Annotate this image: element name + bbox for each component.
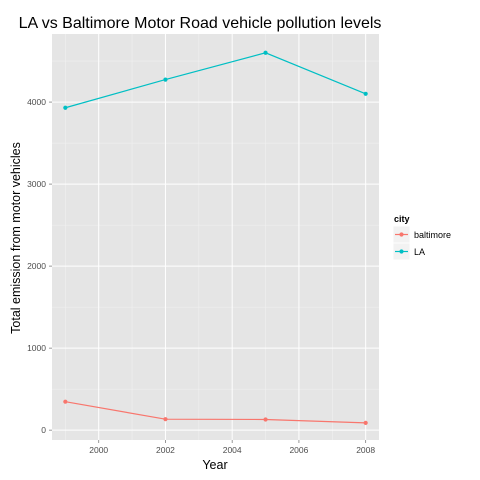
x-tick-label: 2004: [223, 445, 242, 455]
legend-key-point-la: [399, 249, 404, 254]
series-line-la: [65, 52, 366, 109]
y-axis-label: Total emission from motor vehicles: [9, 142, 23, 334]
legend-items: baltimore LA: [392, 225, 451, 261]
series-layer: [63, 50, 368, 425]
legend-label-la: LA: [414, 247, 425, 257]
legend: city baltimore LA: [392, 214, 451, 261]
y-tick-label: 4000: [27, 97, 46, 107]
data-point-baltimore: [63, 399, 68, 404]
y-tick-label: 2000: [27, 261, 46, 271]
axis-ticks: 0 1000 2000 3000 4000 2000 2002 2004 2006 2008: [27, 97, 375, 455]
data-point-la: [263, 50, 268, 55]
x-tick-label: 2008: [356, 445, 375, 455]
legend-label-baltimore: baltimore: [414, 230, 451, 240]
data-point-la: [363, 91, 368, 96]
x-tick-label: 2002: [156, 445, 175, 455]
series-line-baltimore: [65, 401, 366, 424]
data-point-baltimore: [263, 417, 268, 422]
data-point-baltimore: [363, 420, 368, 425]
major-gridlines: [52, 34, 379, 440]
chart-title: LA vs Baltimore Motor Road vehicle pollu…: [19, 15, 382, 32]
y-tick-label: 0: [41, 425, 46, 435]
y-tick-label: 3000: [27, 179, 46, 189]
x-axis-label: Year: [202, 458, 227, 472]
data-point-la: [63, 105, 68, 110]
x-tick-label: 2006: [289, 445, 308, 455]
legend-title: city: [394, 214, 410, 224]
data-point-baltimore: [163, 417, 168, 422]
plot-panel: [52, 34, 379, 440]
legend-key-point-baltimore: [399, 232, 404, 237]
x-tick-label: 2000: [89, 445, 108, 455]
y-tick-label: 1000: [27, 343, 46, 353]
data-point-la: [163, 77, 168, 82]
